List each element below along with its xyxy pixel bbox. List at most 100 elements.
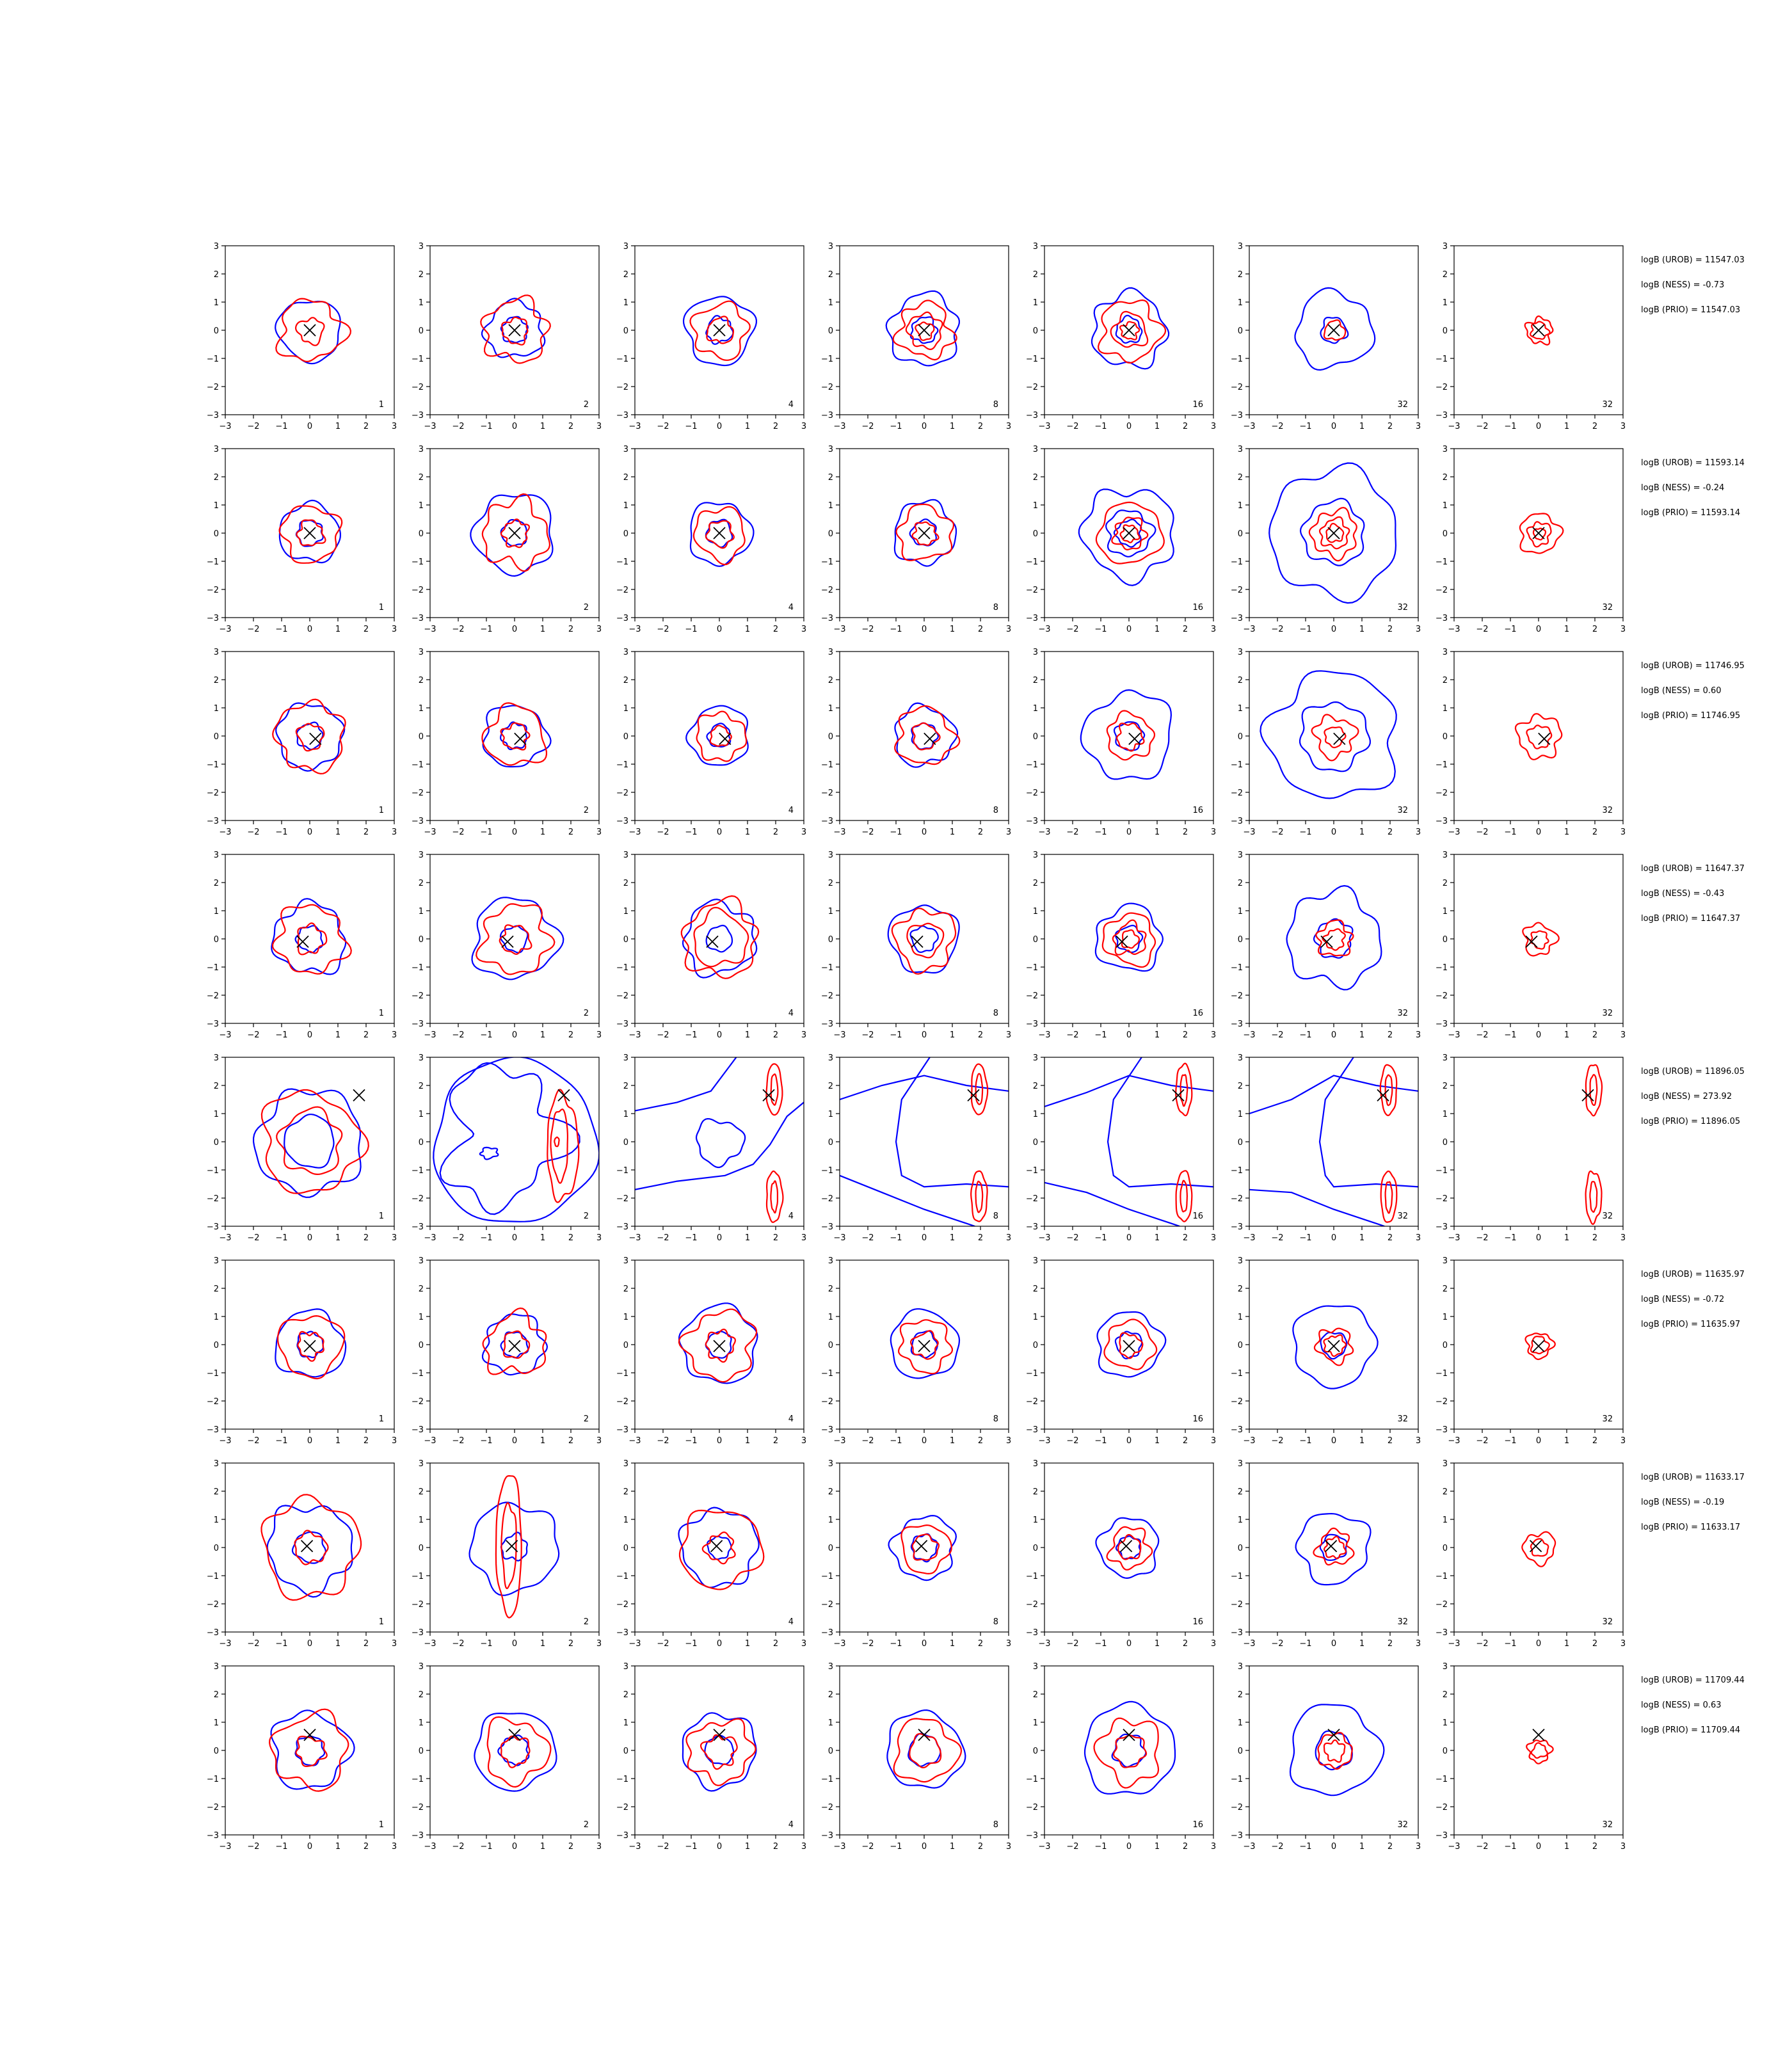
panel-k-label: 32 bbox=[1397, 1009, 1408, 1018]
axes-frame bbox=[1044, 1057, 1214, 1227]
red-contour bbox=[1097, 299, 1167, 364]
axes-frame bbox=[1044, 1665, 1214, 1836]
x-tick-label: 2 bbox=[364, 1030, 369, 1040]
y-tick-label: 3 bbox=[828, 242, 833, 252]
y-tick-label: −3 bbox=[1436, 1020, 1448, 1029]
y-tick-label: −1 bbox=[821, 1572, 833, 1581]
x-tick-label: −1 bbox=[480, 828, 492, 837]
y-tick-label: −2 bbox=[1436, 1600, 1448, 1610]
red-contour bbox=[970, 1063, 989, 1116]
y-tick-label: −3 bbox=[616, 1628, 628, 1638]
y-tick-label: 1 bbox=[828, 1516, 833, 1525]
plot-area bbox=[680, 895, 760, 979]
y-tick-label: −2 bbox=[1436, 991, 1448, 1001]
x-tick-label: 1 bbox=[950, 1030, 955, 1040]
y-tick-label: 0 bbox=[623, 1747, 628, 1756]
x-tick-label: −1 bbox=[275, 1842, 287, 1852]
x-tick-label: 3 bbox=[596, 1233, 602, 1243]
x-tick-label: −1 bbox=[1504, 1639, 1516, 1649]
y-tick-label: 0 bbox=[623, 1341, 628, 1350]
blue-contour bbox=[433, 1057, 599, 1222]
blue-contour bbox=[682, 1712, 757, 1792]
panel-k-label: 8 bbox=[993, 1414, 998, 1424]
true-value-marker bbox=[303, 1729, 316, 1741]
y-tick-label: −1 bbox=[1231, 1166, 1243, 1176]
y-tick-label: 2 bbox=[214, 1487, 219, 1497]
x-tick-label: 2 bbox=[364, 625, 369, 634]
y-tick-label: 3 bbox=[623, 1662, 628, 1672]
y-tick-label: −1 bbox=[412, 1572, 424, 1581]
red-contour bbox=[295, 1735, 328, 1768]
red-contour bbox=[1106, 1526, 1153, 1571]
y-tick-label: 0 bbox=[1443, 1747, 1448, 1756]
y-tick-label: −1 bbox=[207, 1369, 219, 1379]
true-value-marker bbox=[303, 527, 316, 540]
blue-contour bbox=[893, 499, 957, 567]
y-tick-label: −1 bbox=[1436, 1369, 1448, 1379]
blue-contour bbox=[497, 1734, 530, 1766]
y-tick-label: −1 bbox=[616, 760, 628, 770]
x-tick-label: −3 bbox=[833, 625, 845, 634]
x-tick-label: 0 bbox=[922, 1030, 927, 1040]
y-tick-label: −3 bbox=[207, 1222, 219, 1232]
y-tick-label: 1 bbox=[1443, 1718, 1448, 1728]
y-tick-label: 3 bbox=[828, 1053, 833, 1063]
y-tick-label: −2 bbox=[1231, 1803, 1243, 1812]
panel-k-label: 2 bbox=[584, 1009, 589, 1018]
panel-k-label: 32 bbox=[1602, 603, 1613, 612]
y-tick-label: 0 bbox=[828, 529, 833, 539]
y-tick-label: −3 bbox=[1231, 1628, 1243, 1638]
y-tick-label: 3 bbox=[623, 851, 628, 860]
y-tick-label: 3 bbox=[419, 1053, 424, 1063]
x-tick-label: −3 bbox=[1243, 1030, 1255, 1040]
logB-stat: logB (PRIO) = 11647.37 bbox=[1641, 914, 1740, 924]
true-value-marker bbox=[713, 324, 726, 337]
y-tick-label: −2 bbox=[821, 1600, 833, 1610]
red-contour bbox=[692, 506, 746, 566]
x-tick-label: −3 bbox=[424, 625, 436, 634]
y-tick-label: 2 bbox=[1238, 270, 1243, 280]
x-tick-label: 2 bbox=[1592, 422, 1597, 431]
red-contour bbox=[1119, 321, 1140, 340]
panel-k-label: 8 bbox=[993, 603, 998, 612]
logB-stat: logB (PRIO) = 11896.05 bbox=[1641, 1117, 1740, 1126]
x-tick-label: 3 bbox=[1006, 422, 1011, 431]
red-contour bbox=[911, 722, 941, 751]
y-tick-label: −1 bbox=[207, 355, 219, 364]
x-tick-label: −2 bbox=[247, 1842, 259, 1852]
x-tick-label: −1 bbox=[480, 625, 492, 634]
y-tick-label: −3 bbox=[1026, 614, 1038, 623]
x-tick-label: 2 bbox=[1592, 1030, 1597, 1040]
y-tick-label: 2 bbox=[623, 1082, 628, 1091]
panel-k-label: 32 bbox=[1397, 1212, 1408, 1221]
y-tick-label: −1 bbox=[207, 760, 219, 770]
y-tick-label: 3 bbox=[1443, 445, 1448, 454]
x-tick-label: −1 bbox=[480, 1639, 492, 1649]
panel-k-label: 2 bbox=[584, 1414, 589, 1424]
x-tick-label: 0 bbox=[307, 1233, 312, 1243]
y-tick-label: −3 bbox=[207, 1425, 219, 1435]
logB-stat: logB (PRIO) = 11633.17 bbox=[1641, 1523, 1740, 1532]
x-tick-label: 3 bbox=[801, 422, 806, 431]
red-contour bbox=[1093, 1717, 1160, 1789]
x-tick-label: 2 bbox=[1592, 828, 1597, 837]
x-tick-label: 0 bbox=[1126, 1639, 1132, 1649]
x-tick-label: −3 bbox=[424, 422, 436, 431]
y-tick-label: 1 bbox=[214, 1718, 219, 1728]
panel-k-label: 2 bbox=[584, 603, 589, 612]
axes-frame bbox=[429, 1665, 600, 1836]
red-contour bbox=[1119, 1332, 1144, 1359]
x-tick-label: 1 bbox=[745, 1233, 750, 1243]
plot-area bbox=[272, 698, 346, 775]
x-tick-label: 2 bbox=[568, 625, 573, 634]
x-tick-label: 2 bbox=[773, 625, 778, 634]
y-tick-label: 0 bbox=[1033, 732, 1038, 742]
y-tick-label: −2 bbox=[821, 991, 833, 1001]
y-tick-label: 1 bbox=[419, 501, 424, 511]
y-tick-label: 0 bbox=[828, 326, 833, 336]
x-tick-label: 3 bbox=[1211, 1233, 1216, 1243]
x-tick-label: 0 bbox=[1331, 1842, 1336, 1852]
panel-r8-c6: −3 −2 −1 0 1 2 3 −3 −2 −1 0 1 2 3 32 bbox=[1231, 1662, 1421, 1852]
panel-k-label: 1 bbox=[379, 1009, 384, 1018]
true-value-marker bbox=[1529, 1540, 1542, 1553]
